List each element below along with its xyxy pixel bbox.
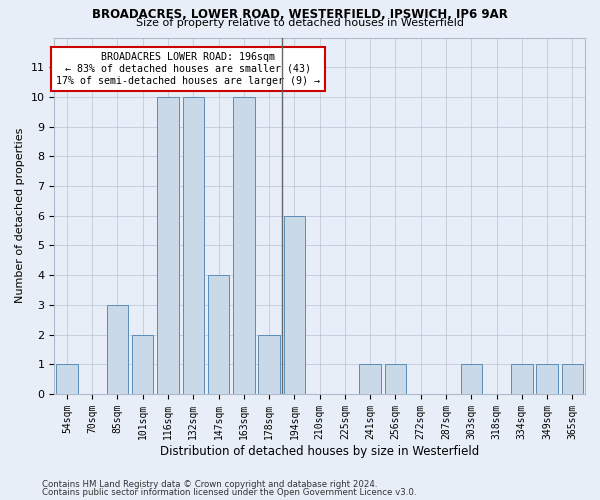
Bar xyxy=(536,364,558,394)
Text: Contains HM Land Registry data © Crown copyright and database right 2024.: Contains HM Land Registry data © Crown c… xyxy=(42,480,377,489)
Bar xyxy=(259,334,280,394)
Bar xyxy=(461,364,482,394)
Text: BROADACRES, LOWER ROAD, WESTERFIELD, IPSWICH, IP6 9AR: BROADACRES, LOWER ROAD, WESTERFIELD, IPS… xyxy=(92,8,508,20)
Y-axis label: Number of detached properties: Number of detached properties xyxy=(15,128,25,304)
X-axis label: Distribution of detached houses by size in Westerfield: Distribution of detached houses by size … xyxy=(160,444,479,458)
Text: Size of property relative to detached houses in Westerfield: Size of property relative to detached ho… xyxy=(136,18,464,28)
Bar xyxy=(157,97,179,394)
Bar xyxy=(182,97,204,394)
Text: Contains public sector information licensed under the Open Government Licence v3: Contains public sector information licen… xyxy=(42,488,416,497)
Bar xyxy=(562,364,583,394)
Bar xyxy=(511,364,533,394)
Bar xyxy=(208,275,229,394)
Bar xyxy=(107,305,128,394)
Bar xyxy=(385,364,406,394)
Bar xyxy=(233,97,254,394)
Bar xyxy=(284,216,305,394)
Bar xyxy=(56,364,77,394)
Bar xyxy=(359,364,381,394)
Text: BROADACRES LOWER ROAD: 196sqm
← 83% of detached houses are smaller (43)
17% of s: BROADACRES LOWER ROAD: 196sqm ← 83% of d… xyxy=(56,52,320,86)
Bar xyxy=(132,334,154,394)
